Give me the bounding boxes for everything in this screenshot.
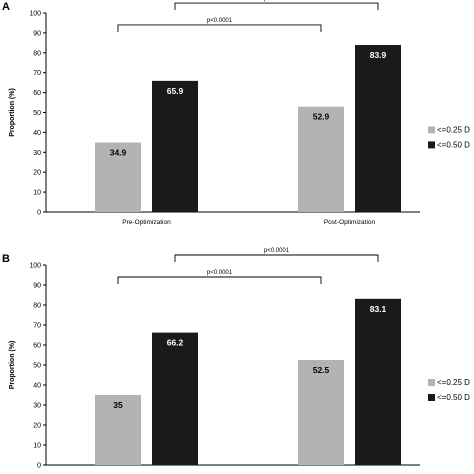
bar [95, 395, 141, 465]
y-tick-label: 10 [33, 443, 41, 450]
legend-label: <=0.25 D [437, 125, 470, 134]
data-label: 83.9 [370, 50, 387, 60]
y-tick-label: 60 [33, 343, 41, 350]
data-label: 35 [113, 400, 123, 410]
bar [355, 45, 401, 212]
bar [355, 298, 401, 465]
y-tick-label: 60 [33, 90, 41, 97]
significance-bracket [117, 24, 322, 32]
legend-swatch [428, 141, 435, 149]
panel-label: B [2, 253, 10, 265]
y-tick-label: 80 [33, 303, 41, 310]
legend-swatch [428, 126, 435, 134]
significance-bracket [117, 276, 322, 284]
significance-label: p<0.0001 [264, 248, 290, 254]
y-tick-label: 20 [33, 423, 41, 430]
significance-label: p<0.0001 [207, 270, 233, 276]
bar [152, 332, 198, 465]
data-label: 66.2 [167, 338, 184, 348]
x-tick-label: Post-Optimization [324, 219, 376, 226]
y-tick-label: 30 [33, 150, 41, 157]
legend-swatch [428, 394, 435, 401]
y-tick-label: 80 [33, 50, 41, 57]
data-label: 34.9 [110, 148, 127, 158]
y-tick-label: 0 [37, 463, 41, 470]
y-tick-label: 50 [33, 363, 41, 370]
data-label: 52.5 [313, 365, 330, 375]
y-tick-label: 50 [33, 110, 41, 117]
y-tick-label: 90 [33, 30, 41, 37]
bar [298, 360, 344, 465]
y-tick-label: 10 [33, 190, 41, 197]
legend-label: <=0.50 D [437, 393, 470, 402]
data-label: 52.9 [313, 112, 330, 122]
y-tick-label: 70 [33, 323, 41, 330]
y-tick-label: 90 [33, 283, 41, 290]
data-label: 65.9 [167, 86, 184, 96]
y-tick-label: 100 [29, 263, 41, 270]
bar [95, 142, 141, 212]
y-tick-label: 70 [33, 70, 41, 77]
legend-label: <=0.50 D [437, 140, 470, 149]
panel-label: A [2, 1, 10, 13]
data-label: 83.1 [370, 304, 387, 314]
significance-bracket [174, 2, 379, 11]
significance-bracket [174, 254, 379, 262]
bar [152, 80, 198, 212]
legend-swatch [428, 379, 435, 386]
y-tick-label: 30 [33, 403, 41, 410]
y-axis-label: Proportion (%) [9, 341, 16, 390]
bar [298, 106, 344, 212]
significance-label: p<0.0001 [264, 0, 290, 2]
legend-label: <=0.25 D [437, 378, 470, 387]
y-tick-label: 100 [29, 11, 41, 18]
y-axis-label: Proportion (%) [9, 88, 16, 137]
y-tick-label: 40 [33, 130, 41, 137]
x-tick-label: Pre-Optimization [122, 219, 171, 226]
significance-label: p<0.0001 [207, 18, 233, 24]
y-tick-label: 20 [33, 170, 41, 177]
y-tick-label: 0 [37, 210, 41, 217]
y-tick-label: 40 [33, 383, 41, 390]
